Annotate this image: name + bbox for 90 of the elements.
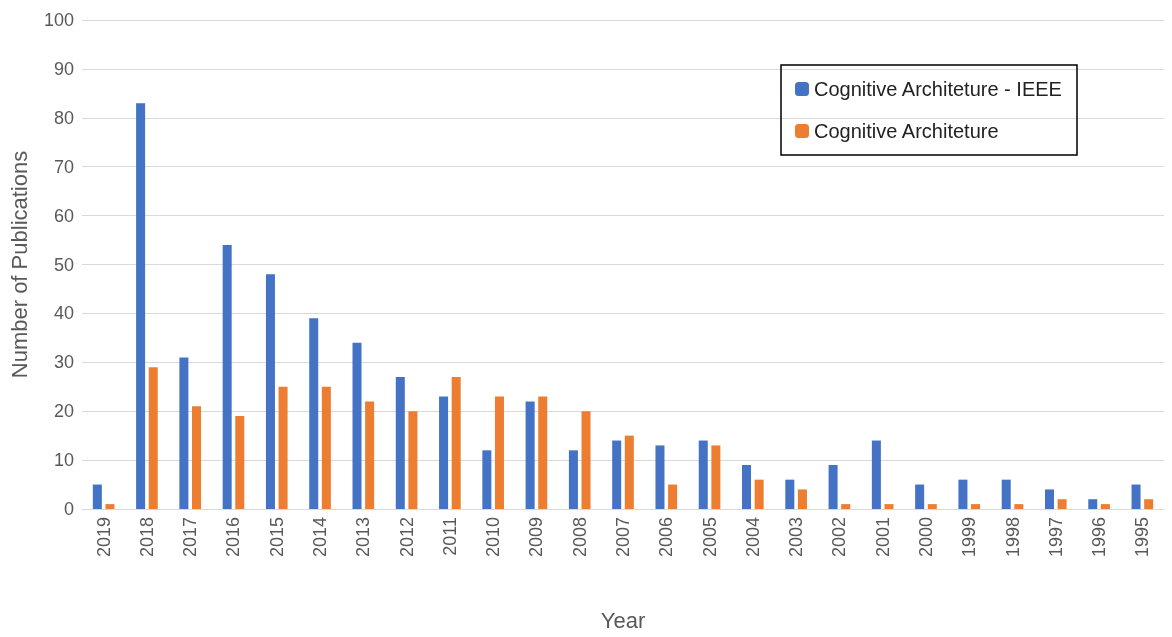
bar — [915, 484, 925, 509]
bar — [1100, 504, 1110, 509]
bar — [568, 450, 578, 509]
bar — [136, 103, 146, 509]
bar — [668, 484, 678, 509]
x-tick-label: 2016 — [223, 517, 244, 558]
bar — [958, 479, 968, 509]
bar — [92, 484, 102, 509]
y-tick-label: 70 — [53, 156, 74, 177]
bar — [884, 504, 894, 509]
bar — [711, 445, 721, 509]
bar — [179, 357, 189, 509]
bar — [698, 440, 708, 509]
x-tick-label: 2001 — [872, 517, 893, 558]
bar — [1131, 484, 1141, 509]
x-tick-label: 2019 — [93, 517, 114, 558]
x-tick-label: 2009 — [526, 517, 547, 558]
y-tick-label: 10 — [53, 450, 74, 471]
x-tick-label: 2003 — [786, 517, 807, 558]
bar — [395, 376, 405, 509]
x-tick-label: 2006 — [656, 517, 677, 558]
x-tick-label: 1997 — [1045, 517, 1066, 558]
bar — [655, 445, 665, 509]
bar — [1057, 499, 1067, 509]
bar — [581, 411, 591, 509]
x-tick-label: 2004 — [742, 517, 763, 558]
bar — [927, 504, 937, 509]
y-tick-label: 0 — [63, 499, 74, 519]
y-tick-label: 100 — [43, 10, 74, 30]
y-tick-label: 80 — [53, 107, 74, 128]
x-tick-label: 2002 — [829, 517, 850, 558]
bar — [265, 274, 275, 509]
y-axis-title: Number of Publications — [6, 150, 32, 379]
bar — [482, 450, 492, 509]
bar — [352, 342, 362, 509]
y-tick-label: 60 — [53, 205, 74, 226]
bar — [278, 386, 288, 509]
bar — [1144, 499, 1154, 509]
x-tick-label: 2013 — [353, 517, 374, 558]
bar — [321, 386, 331, 509]
x-tick-label: 2017 — [180, 517, 201, 558]
bar — [1044, 489, 1054, 509]
x-tick-label: 2012 — [396, 517, 417, 558]
legend-label: Cognitive Architeture — [814, 120, 999, 142]
y-tick-label: 30 — [53, 352, 74, 373]
y-tick-label: 90 — [53, 58, 74, 79]
bar — [828, 464, 838, 509]
bar — [971, 504, 981, 509]
bar — [309, 318, 319, 509]
bar — [365, 401, 375, 509]
bar — [494, 396, 504, 509]
x-tick-label: 2008 — [569, 517, 590, 558]
bar — [871, 440, 881, 509]
x-tick-label: 2014 — [310, 517, 331, 558]
x-tick-label: 2007 — [613, 517, 633, 558]
y-tick-label: 20 — [53, 401, 74, 422]
x-tick-label: 2005 — [699, 517, 720, 558]
y-tick-label: 50 — [53, 254, 74, 275]
y-tick-label: 40 — [53, 303, 74, 324]
bar — [235, 416, 245, 509]
legend-label: Cognitive Architeture - IEEE — [814, 78, 1062, 100]
bar — [624, 435, 634, 509]
bar — [105, 504, 115, 509]
x-tick-label: 2011 — [439, 517, 460, 556]
x-tick-label: 2015 — [266, 517, 287, 558]
bar — [451, 376, 461, 509]
bar — [1001, 479, 1011, 509]
x-tick-label: 1999 — [959, 517, 980, 558]
x-tick-label: 1995 — [1132, 517, 1153, 558]
bar — [797, 489, 807, 509]
bar — [525, 401, 535, 509]
bar — [222, 244, 232, 509]
bar — [754, 479, 764, 509]
bar — [439, 396, 449, 509]
bar — [785, 479, 795, 509]
bar — [408, 411, 418, 509]
x-tick-label: 1998 — [1002, 517, 1023, 558]
bar — [742, 464, 752, 509]
bar — [612, 440, 622, 509]
x-axis-title: Year — [600, 607, 646, 633]
x-tick-label: 1996 — [1089, 517, 1110, 558]
x-tick-label: 2000 — [915, 517, 936, 558]
bar — [1014, 504, 1024, 509]
bar — [538, 396, 548, 509]
bar — [148, 367, 158, 509]
bar — [841, 504, 851, 509]
x-tick-label: 2010 — [483, 517, 504, 558]
bar — [1088, 499, 1098, 509]
bar — [192, 406, 202, 509]
x-tick-label: 2018 — [136, 517, 157, 558]
